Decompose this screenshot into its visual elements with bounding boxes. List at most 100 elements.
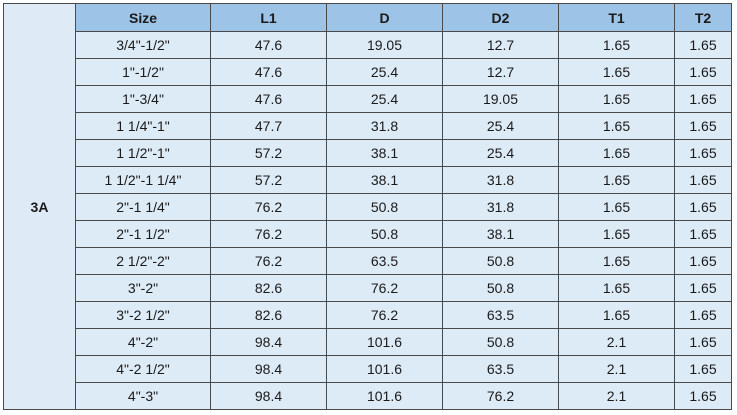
cell: 1.65: [558, 31, 675, 59]
cell: 101.6: [326, 355, 443, 383]
cell: 76.2: [210, 247, 327, 275]
cell: 76.2: [326, 274, 443, 302]
cell: 2 1/2"-2": [75, 247, 211, 275]
cell: 50.8: [326, 220, 443, 248]
header-cell: Size: [75, 3, 211, 32]
cell: 12.7: [442, 58, 559, 86]
data-row: 2"-1 1/4" 76.2 50.8 31.8 1.65 1.65: [4, 193, 732, 221]
cell: 1.65: [674, 166, 732, 194]
cell: 1.65: [558, 220, 675, 248]
cell: 31.8: [326, 112, 443, 140]
cell: 38.1: [326, 139, 443, 167]
table-body: 3A Size L1 D D2 T1 T2 3/4"-1/2" 47.6 19.05 12.7 1.6…: [3, 3, 732, 410]
cell: 47.6: [210, 85, 327, 113]
cell: 25.4: [326, 58, 443, 86]
cell: 50.8: [442, 274, 559, 302]
cell: 1.65: [674, 247, 732, 275]
data-row: 1 1/4"-1" 47.7 31.8 25.4 1.65 1.65: [4, 112, 732, 140]
cell: 1.65: [558, 274, 675, 302]
cell: 2"-1 1/4": [75, 193, 211, 221]
cell: 98.4: [210, 328, 327, 356]
data-row: 4"-2 1/2" 98.4 101.6 63.5 2.1 1.65: [4, 355, 732, 383]
cell: 1.65: [674, 193, 732, 221]
cell: 1.65: [674, 85, 732, 113]
data-row: 3/4"-1/2" 47.6 19.05 12.7 1.65 1.65: [4, 31, 732, 59]
header-cell: T1: [558, 3, 675, 32]
cell: 1.65: [558, 139, 675, 167]
cell: 1"-3/4": [75, 85, 211, 113]
data-row: 3"-2" 82.6 76.2 50.8 1.65 1.65: [4, 274, 732, 302]
group-cell: 3A: [3, 3, 76, 410]
data-row: 2 1/2"-2" 76.2 63.5 50.8 1.65 1.65: [4, 247, 732, 275]
cell: 4"-2": [75, 328, 211, 356]
cell: 50.8: [442, 247, 559, 275]
cell: 47.7: [210, 112, 327, 140]
cell: 47.6: [210, 58, 327, 86]
header-cell: D: [326, 3, 443, 32]
cell: 76.2: [210, 193, 327, 221]
cell: 101.6: [326, 328, 443, 356]
cell: 25.4: [326, 85, 443, 113]
cell: 1.65: [558, 85, 675, 113]
cell: 98.4: [210, 382, 327, 410]
cell: 31.8: [442, 166, 559, 194]
cell: 25.4: [442, 112, 559, 140]
cell: 1.65: [674, 220, 732, 248]
data-row: 1 1/2"-1" 57.2 38.1 25.4 1.65 1.65: [4, 139, 732, 167]
data-row: 4"-3" 98.4 101.6 76.2 2.1 1.65: [4, 382, 732, 410]
cell: 1.65: [558, 112, 675, 140]
cell: 1.65: [674, 301, 732, 329]
cell: 4"-2 1/2": [75, 355, 211, 383]
cell: 2.1: [558, 382, 675, 410]
cell: 4"-3": [75, 382, 211, 410]
cell: 19.05: [326, 31, 443, 59]
header-cell: L1: [210, 3, 327, 32]
cell: 1.65: [558, 301, 675, 329]
cell: 38.1: [442, 220, 559, 248]
cell: 1 1/2"-1 1/4": [75, 166, 211, 194]
cell: 57.2: [210, 139, 327, 167]
cell: 50.8: [442, 328, 559, 356]
header-cell: T2: [674, 3, 732, 32]
cell: 1.65: [674, 382, 732, 410]
cell: 2.1: [558, 355, 675, 383]
data-row: 1 1/2"-1 1/4" 57.2 38.1 31.8 1.65 1.65: [4, 166, 732, 194]
cell: 1.65: [558, 193, 675, 221]
data-row: 2"-1 1/2" 76.2 50.8 38.1 1.65 1.65: [4, 220, 732, 248]
cell: 3"-2 1/2": [75, 301, 211, 329]
cell: 25.4: [442, 139, 559, 167]
cell: 76.2: [210, 220, 327, 248]
cell: 47.6: [210, 31, 327, 59]
cell: 101.6: [326, 382, 443, 410]
cell: 1.65: [674, 139, 732, 167]
cell: 2.1: [558, 328, 675, 356]
header-cell: D2: [442, 3, 559, 32]
cell: 1.65: [558, 247, 675, 275]
cell: 57.2: [210, 166, 327, 194]
cell: 63.5: [442, 355, 559, 383]
data-row: 1"-3/4" 47.6 25.4 19.05 1.65 1.65: [4, 85, 732, 113]
cell: 76.2: [442, 382, 559, 410]
data-row: 4"-2" 98.4 101.6 50.8 2.1 1.65: [4, 328, 732, 356]
data-row: 1"-1/2" 47.6 25.4 12.7 1.65 1.65: [4, 58, 732, 86]
cell: 1.65: [674, 112, 732, 140]
cell: 1.65: [674, 355, 732, 383]
cell: 12.7: [442, 31, 559, 59]
cell: 1.65: [674, 328, 732, 356]
cell: 3"-2": [75, 274, 211, 302]
cell: 1.65: [674, 31, 732, 59]
cell: 31.8: [442, 193, 559, 221]
cell: 1.65: [674, 58, 732, 86]
cell: 1 1/4"-1": [75, 112, 211, 140]
cell: 38.1: [326, 166, 443, 194]
data-row: 3"-2 1/2" 82.6 76.2 63.5 1.65 1.65: [4, 301, 732, 329]
header-row: 3A Size L1 D D2 T1 T2: [3, 3, 732, 410]
cell: 19.05: [442, 85, 559, 113]
dimension-table: 3A Size L1 D D2 T1 T2 3/4"-1/2" 47.6 19.05 12.7 1.6…: [3, 3, 732, 410]
cell: 1.65: [674, 274, 732, 302]
cell: 1"-1/2": [75, 58, 211, 86]
cell: 50.8: [326, 193, 443, 221]
cell: 63.5: [326, 247, 443, 275]
cell: 1.65: [558, 166, 675, 194]
